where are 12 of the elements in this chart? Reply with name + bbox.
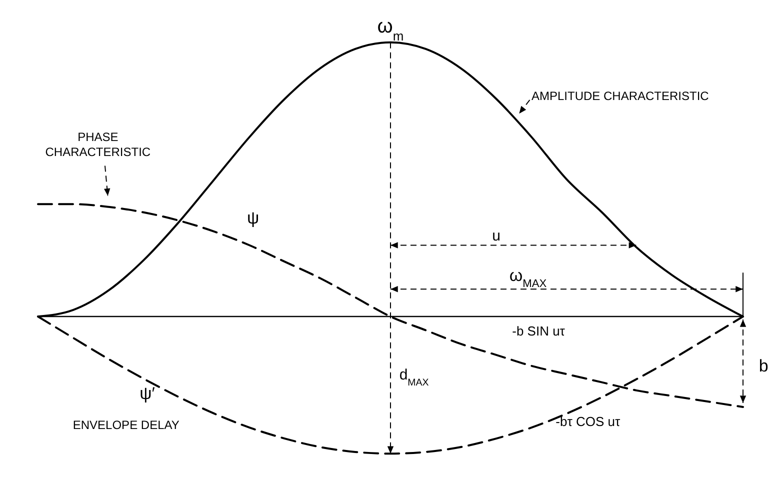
series-label: AMPLITUDE CHARACTERISTIC [532, 88, 710, 103]
text: b [758, 356, 768, 376]
annotation: u [492, 227, 500, 244]
text: PHASE CHARACTERISTIC [45, 130, 151, 160]
annotation: ψ [246, 208, 260, 228]
series-label: ENVELOPE DELAY [72, 418, 180, 432]
annotation: -bτ COS uτ [556, 414, 621, 430]
annotation: -b SIN uτ [512, 324, 566, 339]
annotation: d$_{MAX}$ [399, 366, 430, 388]
annotation: ω$_{m}$ [377, 15, 404, 43]
annotation: ψ′ [140, 384, 155, 403]
annotation: ω$_{MAX}$ [509, 266, 548, 290]
